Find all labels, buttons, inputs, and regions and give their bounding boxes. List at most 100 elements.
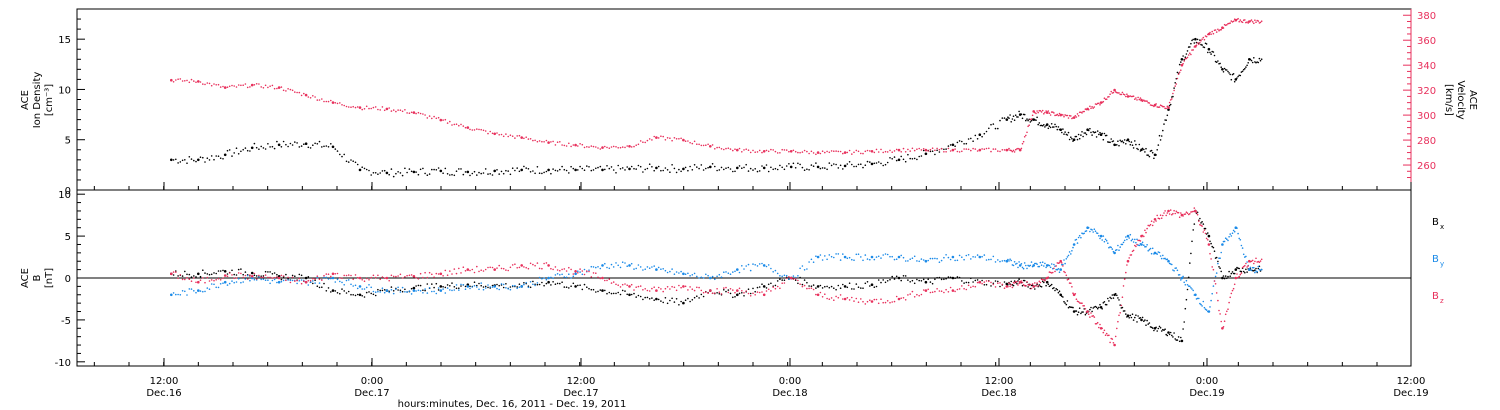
by-dot bbox=[1171, 263, 1173, 266]
bx-dot bbox=[1039, 285, 1042, 288]
velocity-dot bbox=[172, 81, 175, 83]
bz-dot bbox=[1014, 280, 1017, 283]
bx-dot bbox=[824, 285, 826, 288]
by-dot bbox=[237, 277, 240, 280]
density-dot bbox=[193, 159, 195, 162]
density-dot bbox=[1253, 57, 1255, 59]
density-dot bbox=[449, 174, 451, 176]
bx-dot bbox=[273, 272, 276, 274]
density-dot bbox=[1255, 61, 1257, 64]
by-dot bbox=[395, 288, 397, 291]
velocity-dot bbox=[702, 144, 705, 147]
by-dot bbox=[561, 273, 563, 276]
density-dot bbox=[767, 170, 770, 173]
bx-dot bbox=[415, 285, 417, 287]
density-dot bbox=[1178, 63, 1181, 66]
bz-dot bbox=[794, 277, 797, 280]
density-dot bbox=[453, 174, 456, 177]
velocity-dot bbox=[1102, 100, 1105, 103]
bz-dot bbox=[309, 279, 312, 282]
density-dot bbox=[260, 145, 263, 148]
velocity-dot bbox=[298, 91, 301, 94]
bz-dot bbox=[280, 274, 283, 277]
by-dot bbox=[368, 284, 370, 286]
by-point bbox=[978, 255, 982, 259]
density-dot bbox=[943, 148, 945, 151]
density-dot bbox=[808, 169, 810, 171]
bx-point bbox=[197, 272, 200, 276]
by-dot bbox=[776, 272, 779, 275]
by-dot bbox=[999, 260, 1001, 263]
velocity-dot bbox=[752, 149, 754, 152]
bz-dot bbox=[812, 288, 815, 291]
velocity-dot bbox=[909, 150, 911, 152]
velocity-dot bbox=[1117, 92, 1119, 94]
density-dot bbox=[680, 170, 682, 173]
density-dot bbox=[754, 168, 756, 170]
bx-dot bbox=[678, 304, 680, 306]
bz-dot bbox=[206, 276, 209, 279]
bz-dot bbox=[1011, 286, 1014, 289]
by-dot bbox=[806, 268, 808, 270]
by-dot bbox=[947, 256, 950, 259]
x-tick-date-label: Dec.17 bbox=[563, 388, 598, 399]
by-dot bbox=[660, 268, 662, 271]
bz-dot bbox=[1186, 212, 1189, 214]
bz-dot bbox=[1239, 273, 1242, 276]
bx-point bbox=[1221, 276, 1224, 280]
bz-dot bbox=[406, 274, 408, 277]
bx-dot bbox=[833, 287, 835, 290]
density-dot bbox=[365, 168, 368, 171]
bx-dot bbox=[821, 287, 824, 289]
velocity-dot bbox=[1163, 105, 1165, 108]
by-point bbox=[924, 259, 928, 263]
density-dot bbox=[1228, 72, 1230, 74]
density-dot bbox=[853, 165, 855, 168]
bz-dot bbox=[922, 289, 925, 291]
by-dot bbox=[1240, 244, 1243, 247]
density-dot bbox=[498, 173, 501, 175]
bz-point bbox=[924, 289, 928, 292]
density-dot bbox=[1239, 74, 1242, 77]
by-dot bbox=[803, 269, 806, 271]
bx-point bbox=[762, 285, 766, 288]
by-dot bbox=[743, 268, 745, 270]
density-dot bbox=[282, 140, 285, 143]
by-dot bbox=[363, 288, 366, 290]
by-dot bbox=[1120, 243, 1123, 246]
bz-dot bbox=[534, 264, 536, 267]
by-dot bbox=[334, 281, 337, 283]
bz-dot bbox=[997, 282, 999, 285]
by-point bbox=[1113, 251, 1116, 255]
bx-dot bbox=[835, 288, 837, 291]
velocity-dot bbox=[599, 148, 602, 150]
by-dot bbox=[1180, 279, 1182, 281]
density-point bbox=[277, 143, 281, 147]
velocity-dot bbox=[478, 128, 480, 131]
bx-dot bbox=[484, 285, 487, 288]
velocity-dot bbox=[779, 152, 781, 154]
velocity-dot bbox=[1171, 98, 1173, 100]
x-tick-time-label: 12:00 bbox=[985, 376, 1014, 387]
bx-dot bbox=[660, 300, 662, 302]
by-dot bbox=[1217, 262, 1219, 265]
density-dot bbox=[599, 165, 602, 168]
bz-dot bbox=[687, 289, 689, 291]
bz-dot bbox=[1182, 215, 1184, 217]
by-point bbox=[197, 289, 200, 292]
velocity-dot bbox=[354, 106, 357, 109]
bx-dot bbox=[318, 286, 321, 289]
by-dot bbox=[1092, 231, 1094, 233]
velocity-dot bbox=[460, 123, 462, 126]
density-dot bbox=[1021, 117, 1024, 120]
bx-dot bbox=[264, 270, 267, 273]
velocity-dot bbox=[1220, 28, 1222, 31]
density-dot bbox=[307, 146, 310, 149]
velocity-dot bbox=[213, 83, 215, 85]
bz-dot bbox=[1260, 258, 1263, 261]
bx-dot bbox=[799, 276, 801, 279]
velocity-dot bbox=[749, 151, 752, 154]
by-dot bbox=[855, 253, 858, 256]
bz-dot bbox=[1196, 213, 1199, 216]
